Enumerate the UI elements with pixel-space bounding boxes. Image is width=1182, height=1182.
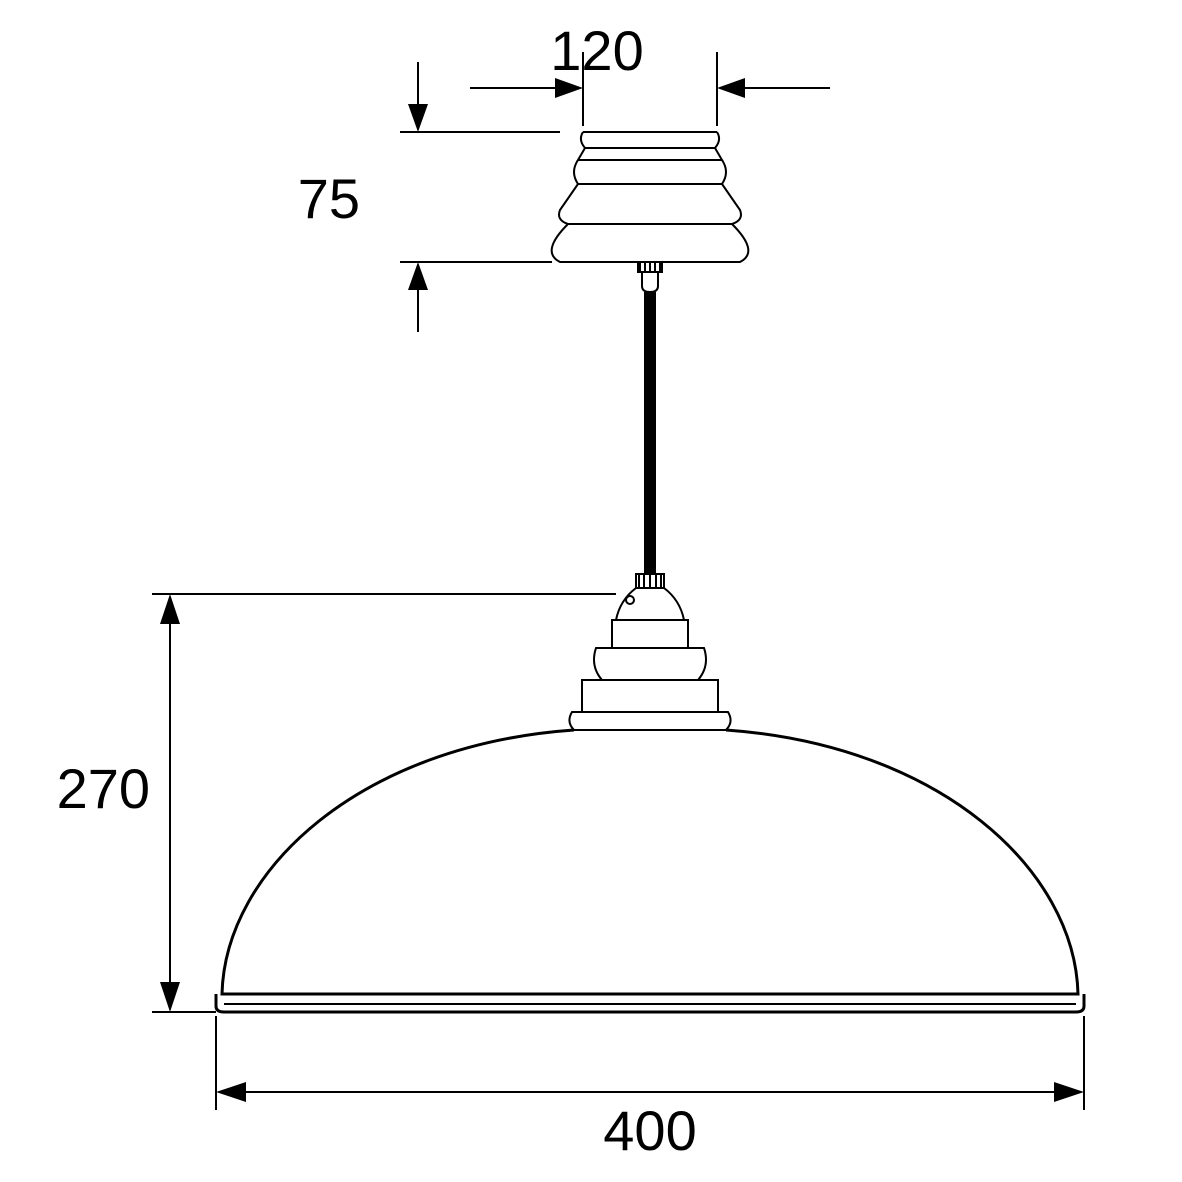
pendant-lamp-diagram: 120 75 270 400 xyxy=(0,0,1182,1182)
lamp-neck xyxy=(569,574,730,730)
dim-canopy-width-label: 120 xyxy=(550,19,643,82)
dim-shade-width-label: 400 xyxy=(603,1099,696,1162)
dim-canopy-width: 120 xyxy=(470,19,830,126)
cord xyxy=(644,292,656,574)
dim-shade-height-label: 270 xyxy=(57,757,150,820)
dome-shade xyxy=(216,730,1084,1012)
dim-canopy-height-label: 75 xyxy=(298,167,360,230)
dim-shade-height: 270 xyxy=(57,594,616,1012)
dim-canopy-height: 75 xyxy=(298,62,560,332)
dim-shade-width: 400 xyxy=(216,1016,1084,1162)
canopy xyxy=(552,132,749,292)
